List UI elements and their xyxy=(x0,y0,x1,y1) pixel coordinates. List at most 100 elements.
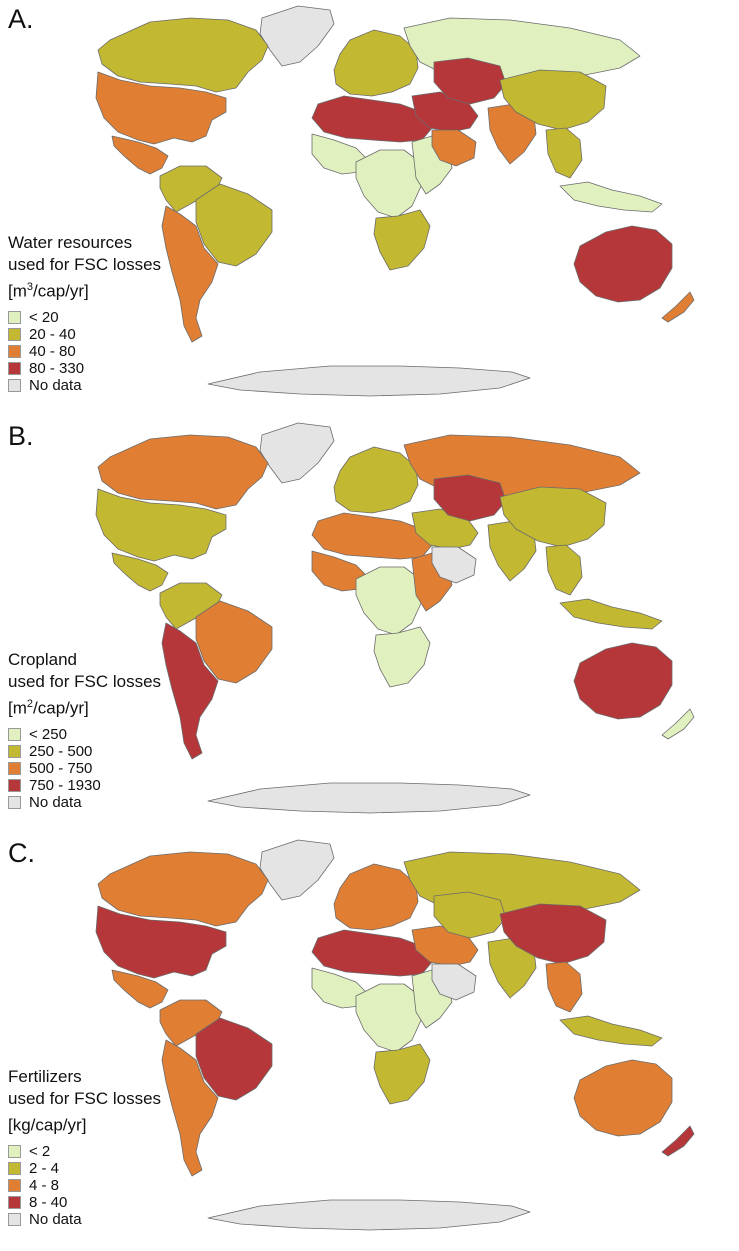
panel-letter: B. xyxy=(8,421,34,451)
world-map xyxy=(95,422,695,814)
region-australia xyxy=(573,1059,673,1137)
region-greenland xyxy=(259,422,335,484)
region-mexico xyxy=(111,135,169,175)
region-indonesia xyxy=(559,598,663,630)
legend-label: < 20 xyxy=(29,308,59,326)
legend-label: No data xyxy=(29,793,82,811)
legend: Fertilizers used for FSC losses [kg/cap/yr… xyxy=(8,1066,248,1228)
legend-swatch xyxy=(8,778,21,792)
region-brazil xyxy=(195,600,273,684)
unit-suffix: /cap/yr] xyxy=(33,698,89,718)
region-usa xyxy=(95,488,227,562)
world-map xyxy=(95,839,695,1231)
legend-label: No data xyxy=(29,1210,82,1228)
legend-swatch xyxy=(8,1161,21,1175)
region-australia xyxy=(573,225,673,303)
region-china xyxy=(499,903,607,965)
region-brazil xyxy=(195,183,273,267)
legend-title-line1: Cropland xyxy=(8,650,77,669)
region-nz xyxy=(661,1125,695,1157)
legend-title-line1: Fertilizers xyxy=(8,1067,82,1086)
legend-item: < 250 xyxy=(8,726,248,743)
legend-item: No data xyxy=(8,1211,248,1228)
region-se-asia xyxy=(545,127,583,179)
region-c-africa xyxy=(355,983,423,1053)
region-nz xyxy=(661,291,695,323)
region-canada xyxy=(97,851,269,927)
region-c-africa xyxy=(355,566,423,636)
region-greenland xyxy=(259,839,335,901)
legend-item: 750 - 1930 xyxy=(8,777,248,794)
legend-item: 250 - 500 xyxy=(8,743,248,760)
legend-label: No data xyxy=(29,376,82,394)
legend-swatch xyxy=(8,744,21,758)
unit-suffix: /cap/yr] xyxy=(33,281,89,301)
panel-fertilizers: C. Fertilizers used for FSC losses [kg/cap… xyxy=(0,834,739,1251)
legend-unit: [m2/cap/yr] xyxy=(8,693,248,720)
legend-swatch xyxy=(8,761,21,775)
region-usa xyxy=(95,905,227,979)
legend-title-line2: used for FSC losses xyxy=(8,255,162,274)
legend-item: 500 - 750 xyxy=(8,760,248,777)
region-usa xyxy=(95,71,227,145)
region-arabia xyxy=(431,963,477,1001)
panel-letter: C. xyxy=(8,838,35,868)
region-antarctica xyxy=(207,782,531,814)
legend-label: 80 - 330 xyxy=(29,359,85,377)
legend-item: < 2 xyxy=(8,1143,248,1160)
legend-swatch xyxy=(8,1144,21,1158)
unit-prefix: [m xyxy=(8,281,27,301)
region-nz xyxy=(661,708,695,740)
legend: Water resources used for FSC losses [m3/ca… xyxy=(8,232,248,394)
region-china xyxy=(499,69,607,131)
legend-item: < 20 xyxy=(8,309,248,326)
legend-item: No data xyxy=(8,794,248,811)
legend-item: 2 - 4 xyxy=(8,1160,248,1177)
world-map xyxy=(95,5,695,397)
region-s-america-south xyxy=(161,1039,219,1177)
legend-label: 2 - 4 xyxy=(29,1159,60,1177)
legend-swatch xyxy=(8,327,21,341)
region-canada xyxy=(97,434,269,510)
legend-label: 40 - 80 xyxy=(29,342,76,360)
region-se-asia xyxy=(545,961,583,1013)
legend-item: 80 - 330 xyxy=(8,360,248,377)
region-canada xyxy=(97,17,269,93)
legend-swatch xyxy=(8,344,21,358)
legend-label: 4 - 8 xyxy=(29,1176,60,1194)
panel-water-resources: A. Water resources used for FSC losses [m3… xyxy=(0,0,739,417)
region-brazil xyxy=(195,1017,273,1101)
region-c-asia xyxy=(433,57,507,105)
unit-prefix: [kg/cap/yr] xyxy=(8,1115,87,1135)
legend-swatch xyxy=(8,1178,21,1192)
region-arabia xyxy=(431,129,477,167)
legend-swatch xyxy=(8,378,21,392)
region-mexico xyxy=(111,969,169,1009)
legend-swatch xyxy=(8,795,21,809)
region-s-america-south xyxy=(161,622,219,760)
region-c-asia xyxy=(433,474,507,522)
legend-label: 250 - 500 xyxy=(29,742,93,760)
region-se-asia xyxy=(545,544,583,596)
panel-cropland: B. Cropland used for FSC losses [m2/cap/yr… xyxy=(0,417,739,834)
legend-item: 8 - 40 xyxy=(8,1194,248,1211)
region-indonesia xyxy=(559,181,663,213)
legend-label: < 250 xyxy=(29,725,67,743)
legend-label: 750 - 1930 xyxy=(29,776,101,794)
legend-swatch xyxy=(8,361,21,375)
region-c-asia xyxy=(433,891,507,939)
legend-label: 20 - 40 xyxy=(29,325,76,343)
legend-swatch xyxy=(8,1212,21,1226)
region-australia xyxy=(573,642,673,720)
unit-prefix: [m xyxy=(8,698,27,718)
region-s-america-south xyxy=(161,205,219,343)
legend-item: 20 - 40 xyxy=(8,326,248,343)
unit-superscript: 2 xyxy=(26,698,34,710)
region-indonesia xyxy=(559,1015,663,1047)
legend-unit: [kg/cap/yr] xyxy=(8,1110,248,1137)
region-europe xyxy=(333,863,419,931)
legend-swatch xyxy=(8,727,21,741)
legend-label: 500 - 750 xyxy=(29,759,93,777)
legend-title-line2: used for FSC losses xyxy=(8,1089,162,1108)
